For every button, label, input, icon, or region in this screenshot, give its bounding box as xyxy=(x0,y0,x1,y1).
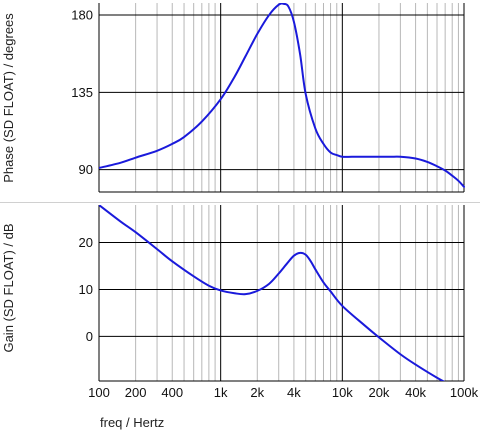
gain-axis-label: Gain (SD FLOAT) / dB xyxy=(1,223,16,352)
phase-axis-label: Phase (SD FLOAT) / degrees xyxy=(1,13,16,183)
frequency-axis-label: freq / Hertz xyxy=(100,415,164,430)
x-tick-label: 100 xyxy=(88,385,110,400)
x-tick-label: 2k xyxy=(250,385,264,400)
y-tick-label: 0 xyxy=(86,329,93,344)
gain-curve xyxy=(99,205,446,381)
x-tick-label: 20k xyxy=(368,385,389,400)
x-tick-label: 100k xyxy=(450,385,479,400)
y-tick-label: 180 xyxy=(71,8,93,23)
y-tick-label: 20 xyxy=(79,235,93,250)
phase-panel: 90 135 180 xyxy=(71,3,465,193)
x-tick-label: 10k xyxy=(332,385,353,400)
y-tick-label: 135 xyxy=(71,85,93,100)
x-tick-label: 40k xyxy=(405,385,426,400)
y-tick-label: 10 xyxy=(79,282,93,297)
x-tick-label: 400 xyxy=(161,385,183,400)
x-tick-label: 4k xyxy=(287,385,301,400)
x-tick-label: 200 xyxy=(125,385,147,400)
phase-curve xyxy=(99,3,465,188)
gain-panel: 0 10 20 100 200 400 1k 2k 4k 10k 20k 40k 100k xyxy=(79,205,479,400)
x-tick-label: 1k xyxy=(214,385,228,400)
y-tick-label: 90 xyxy=(79,162,93,177)
